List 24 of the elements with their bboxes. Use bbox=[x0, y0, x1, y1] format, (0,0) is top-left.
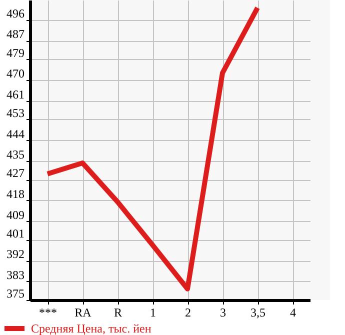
y-tick-label: 435 bbox=[6, 148, 24, 162]
x-tick-label: RA bbox=[74, 306, 92, 320]
y-tick-label: 409 bbox=[6, 208, 24, 222]
y-tick-label: 487 bbox=[6, 27, 24, 42]
y-tick-label: 461 bbox=[6, 87, 24, 102]
y-tick-label: 496 bbox=[6, 6, 24, 20]
y-tick-label: 383 bbox=[6, 268, 24, 282]
x-tick-label: R bbox=[114, 306, 122, 320]
y-tick-label: 444 bbox=[6, 126, 24, 141]
legend-label: Средняя Цена, тыс. йен bbox=[31, 322, 152, 335]
x-tick-label: 2 bbox=[185, 306, 191, 320]
y-tick-label: 375 bbox=[6, 286, 24, 300]
y-tick-label: 401 bbox=[6, 226, 24, 240]
y-tick-label: 453 bbox=[6, 106, 24, 120]
y-tick-label: 479 bbox=[6, 46, 24, 60]
x-tick-label: *** bbox=[39, 306, 57, 320]
x-tick-label: 4 bbox=[290, 306, 296, 320]
y-tick-label: 427 bbox=[6, 166, 24, 180]
x-tick-label: 3 bbox=[220, 306, 226, 320]
y-tick-label: 392 bbox=[6, 247, 24, 262]
y-tick-label: 418 bbox=[6, 186, 24, 201]
x-tick-label: 1 bbox=[150, 306, 156, 320]
x-tick-label: 3,5 bbox=[250, 306, 266, 320]
y-tick-label: 470 bbox=[6, 66, 24, 81]
